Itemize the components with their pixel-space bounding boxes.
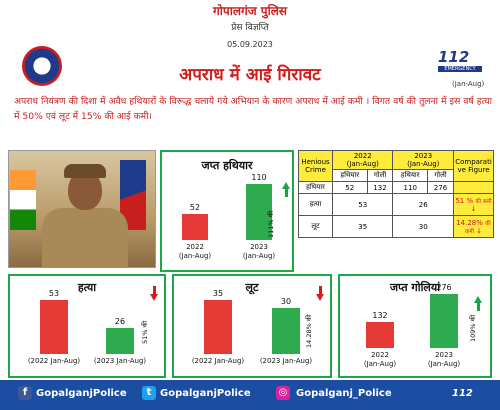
emergency-112-logo: 112 EMERGENCY (438, 48, 482, 78)
bar-0 (182, 214, 208, 240)
india-flag-icon (10, 170, 36, 230)
percent-label: 14.28% की (305, 314, 313, 348)
bar-value: 53 (48, 289, 60, 298)
twitter-icon[interactable]: t (142, 386, 156, 400)
bar-label: (2022 Jan-Aug) (191, 357, 245, 365)
up-arrow-icon (474, 296, 482, 303)
doc-type: प्रेस विज्ञप्ति (231, 23, 269, 33)
bar-label: (2023 Jan-Aug) (259, 357, 313, 365)
down-arrow-stem (152, 286, 156, 294)
officer-body (42, 208, 128, 268)
comparison-table: Henious Crime 2022 (Jan-Aug) 2023 (Jan-Aug… (298, 150, 494, 238)
facebook-link[interactable]: GopalganjPolice (36, 388, 127, 399)
footer-112-badge: 112 (452, 388, 473, 399)
weapons-card: जप्त हथियार 52 2022 (Jan-Aug) 110 2023 (Jan-A… (160, 150, 294, 272)
murder-card-title: हत्या (77, 281, 97, 294)
percent-label: 111% की (267, 210, 275, 238)
down-arrow-stem (318, 286, 322, 294)
bar-0 (40, 300, 68, 354)
intro-text: अपराध नियंत्रण की दिशा में अवैध हथियारों… (14, 96, 492, 122)
sub-weapon-2022: हथियार (332, 169, 368, 182)
sub-weapon-2023: हथियार (392, 169, 428, 182)
bullets-card: जप्त गोलियां 132 2022 (Jan-Aug) 276 2023 (Jan… (338, 274, 492, 378)
bar-label: 2023 (Jan-Aug) (242, 243, 276, 260)
twitter-link[interactable]: GopalganjPolice (160, 388, 251, 399)
bar-1 (272, 308, 300, 354)
bar-1 (106, 328, 134, 354)
bar-label: (2023 Jan-Aug) (93, 357, 147, 365)
bar-label: (2022 Jan-Aug) (27, 357, 81, 365)
bar-value: 35 (212, 289, 224, 298)
bar-1 (246, 184, 272, 240)
bar-label: 2022 (Jan-Aug) (178, 243, 212, 260)
bar-1 (430, 294, 458, 348)
up-arrow-icon (282, 182, 290, 189)
up-arrow-stem (476, 303, 480, 311)
bar-0 (204, 300, 232, 354)
main-headline: अपराध में आई गिरावट (179, 65, 321, 85)
bullets-card-title: जप्त गोलियां (389, 281, 441, 294)
down-arrow-icon (316, 294, 324, 301)
bar-value: 52 (189, 203, 201, 212)
org-title: गोपालगंज पुलिस (213, 4, 287, 18)
percent-label: 109% की (469, 314, 477, 342)
bar-value: 276 (436, 283, 452, 292)
police-logo-icon (22, 46, 62, 86)
facebook-icon[interactable]: f (18, 386, 32, 400)
sub-bullet-2023: गोली (426, 169, 455, 182)
col-crime: Henious Crime (298, 150, 333, 182)
up-arrow-stem (284, 189, 288, 197)
percent-label: 51% की (141, 320, 149, 344)
col-2022: 2022 (Jan-Aug) (331, 150, 394, 170)
bar-label: 2023 (Jan-Aug) (427, 351, 461, 368)
weapons-card-title: जप्त हथियार (201, 159, 253, 172)
bar-label: 2022 (Jan-Aug) (363, 351, 397, 368)
footer-bar (0, 380, 500, 410)
officer-cap (64, 164, 106, 178)
bar-0 (366, 322, 394, 348)
instagram-icon[interactable]: ◎ (276, 386, 290, 400)
press-date: 05.09.2023 (227, 40, 273, 49)
table-row: लूट 35 30 14.28% की कमी ↓ (298, 215, 494, 238)
robbery-card: लूट 35 (2022 Jan-Aug) 30 (2023 Jan-Aug) 14.2… (172, 274, 332, 378)
bar-value: 110 (251, 173, 267, 182)
murder-card: हत्या 53 (2022 Jan-Aug) 26 (2023 Jan-Aug) 51… (8, 274, 166, 378)
down-arrow-icon (150, 294, 158, 301)
robbery-card-title: लूट (245, 281, 259, 294)
bar-value: 132 (372, 311, 388, 320)
col-2023: 2023 (Jan-Aug) (392, 150, 454, 170)
table-row: हथियार 52 132 110 276 (298, 181, 494, 194)
bar-value: 26 (114, 317, 126, 326)
table-row: हत्या 53 26 51 % की कमी ↓ (298, 193, 494, 216)
period-note: (Jan-Aug) (452, 80, 485, 88)
col-comparative: Comparati ve Figure (453, 150, 494, 182)
sub-bullet-2022: गोली (366, 169, 394, 182)
bar-value: 30 (280, 297, 292, 306)
instagram-link[interactable]: Gopalganj_Police (296, 388, 392, 399)
